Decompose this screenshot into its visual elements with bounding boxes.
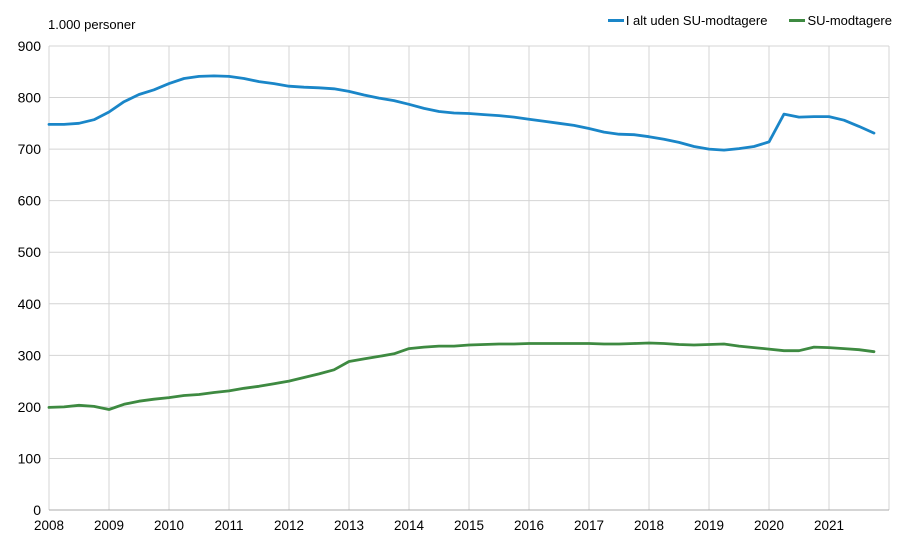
y-axis-unit-label: 1.000 personer [48,17,136,32]
y-tick-label: 900 [18,38,42,54]
x-tick-label: 2019 [694,518,724,533]
series-line-su-modtagere [47,341,876,411]
series-line-total-excl-su [47,74,876,152]
y-tick-label: 200 [18,399,42,415]
y-tick-label: 700 [18,141,42,157]
x-tick-label: 2013 [334,518,364,533]
x-tick-label: 2011 [214,518,243,533]
legend-item-su-modtagere[interactable]: SU-modtagere [789,13,892,28]
x-tick-label: 2014 [394,518,425,533]
legend-label-su-modtagere: SU-modtagere [807,13,892,28]
x-tick-label: 2021 [814,518,844,533]
x-tick-label: 2012 [274,518,304,533]
legend-line-swatch-blue [607,18,624,23]
y-tick-label: 0 [33,502,41,518]
y-tick-label: 100 [18,450,42,466]
x-axis-labels: 2008 2009 2010 2011 2012 2013 2014 2015 2016 2017… [34,518,844,533]
x-tick-label: 2020 [754,518,784,533]
y-tick-label: 300 [18,347,42,363]
y-tick-label: 600 [18,193,42,209]
x-tick-label: 2016 [514,518,544,533]
y-tick-label: 800 [18,90,42,106]
gridlines [48,45,890,511]
x-tick-label: 2018 [634,518,664,533]
x-tick-label: 2009 [94,518,124,533]
legend-line-swatch-green [789,18,806,23]
legend-item-total-excl-su[interactable]: I alt uden SU-modtagere [607,13,768,28]
y-tick-label: 400 [18,296,42,312]
y-tick-label: 500 [18,244,42,260]
legend-label-total-excl-su: I alt uden SU-modtagere [625,13,768,28]
x-tick-label: 2017 [574,518,604,533]
x-tick-label: 2015 [454,518,484,533]
y-axis-labels: 0 100 200 300 400 500 600 700 800 900 [18,38,42,518]
x-tick-label: 2010 [154,518,184,533]
chart-legend: I alt uden SU-modtagere SU-modtagere [607,13,892,28]
x-tick-label: 2008 [34,518,64,533]
